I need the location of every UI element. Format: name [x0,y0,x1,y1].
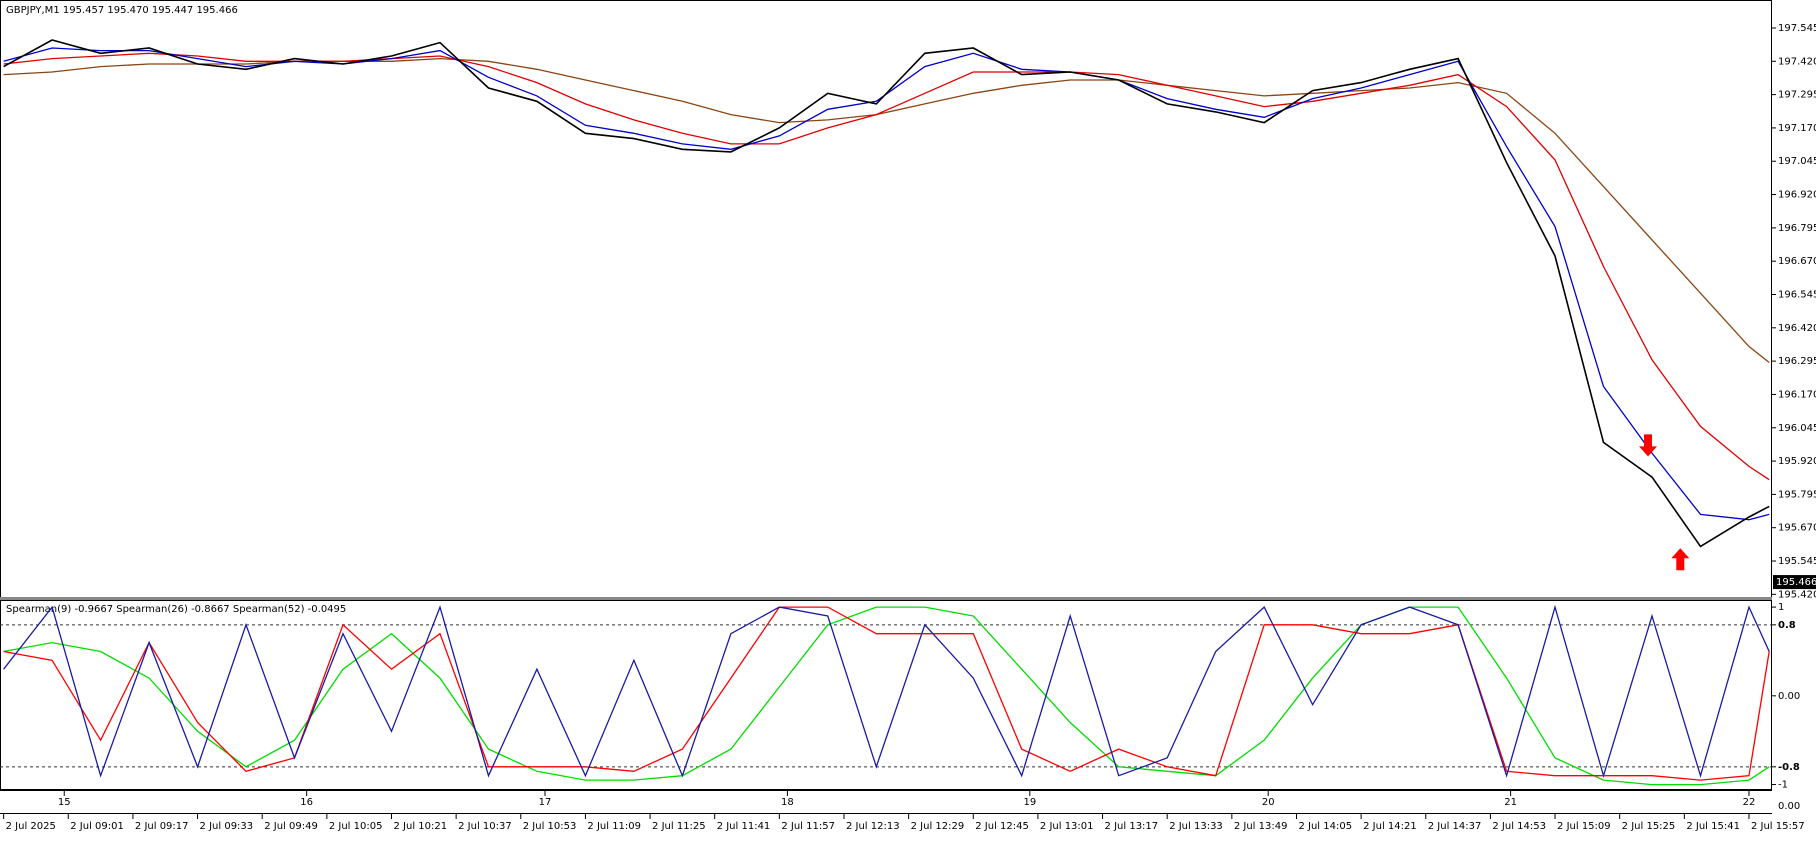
series-line [3,47,1770,521]
y-tick-label: 196.170 [1778,389,1816,400]
x-tick-label: 2 Jul 13:17 [1105,821,1159,832]
x-tick-label: 2 Jul 12:45 [975,821,1029,832]
chart-header: GBPJPY,M1 195.457 195.470 195.447 195.46… [6,5,238,16]
x-tick-label: 2 Jul 09:17 [135,821,189,832]
day-tick-label: 19 [1023,797,1036,808]
y-tick-label: 195.545 [1778,556,1816,567]
y-tick-label: -1 [1778,780,1788,791]
x-tick-label: 2 Jul 15:41 [1686,821,1740,832]
y-tick-label: 1 [1778,602,1784,613]
series-line [3,604,1770,778]
x-tick-label: 2 Jul 14:37 [1428,821,1482,832]
y-tick-label: 196.295 [1778,356,1816,367]
x-tick-label: 2 Jul 13:33 [1169,821,1223,832]
y-tick-label: 197.545 [1778,23,1816,34]
y-tick-label: -0.8 [1778,762,1800,773]
day-tick-label: 22 [1743,797,1756,808]
y-tick-label: 196.545 [1778,290,1816,301]
last-price-label: 195.466 [1776,577,1816,588]
x-tick-label: 2 Jul 09:49 [264,821,318,832]
y-tick-label: 196.920 [1778,190,1816,201]
last-price-box [1773,575,1816,590]
y-tick-label: 196.045 [1778,423,1816,434]
y-tick-label: 0.8 [1778,620,1796,631]
y-tick-label: 195.920 [1778,456,1816,467]
y-tick-label: 197.420 [1778,56,1816,67]
x-tick-label: 2 Jul 10:53 [523,821,577,832]
y-tick-label: 197.170 [1778,123,1816,134]
y-tick-label: 195.670 [1778,523,1816,534]
y-tick-label: 197.045 [1778,156,1816,167]
x-tick-label: 2 Jul 14:53 [1492,821,1546,832]
day-tick-label: 21 [1504,797,1517,808]
x-tick-label: 2 Jul 09:01 [70,821,124,832]
x-tick-label: 2 Jul 15:57 [1751,821,1805,832]
x-tick-label: 2 Jul 15:09 [1557,821,1611,832]
x-tick-label: 2 Jul 14:21 [1363,821,1417,832]
x-tick-label: 2 Jul 12:13 [846,821,900,832]
x-tick-label: 2 Jul 11:57 [781,821,835,832]
series-line [3,39,1770,548]
y-tick-label: 196.670 [1778,256,1816,267]
day-tick-label: 16 [300,797,313,808]
x-tick-label: 2 Jul 13:49 [1234,821,1288,832]
signal-arrow [1671,548,1690,571]
day-tick-label: 20 [1262,797,1275,808]
x-tick-label: 2 Jul 15:25 [1622,821,1676,832]
x-tick-label: 2 Jul 10:05 [329,821,383,832]
x-tick-label: 2 Jul 12:29 [911,821,965,832]
day-tick-label: 18 [781,797,794,808]
x-tick-label: 2 Jul 2025 [6,821,56,832]
x-tick-label: 2 Jul 11:25 [652,821,706,832]
x-tick-label: 2 Jul 13:01 [1040,821,1094,832]
day-tick-label: 15 [58,797,71,808]
y-tick-label: 197.295 [1778,90,1816,101]
y-tick-label: 196.420 [1778,323,1816,334]
x-tick-label: 2 Jul 10:37 [458,821,512,832]
day-axis-label: 0.00 [1778,801,1800,812]
x-tick-label: 2 Jul 10:21 [393,821,447,832]
signal-arrow [1639,434,1657,457]
y-tick-label: 195.795 [1778,489,1816,500]
y-tick-label: 196.795 [1778,223,1816,234]
day-tick-label: 17 [539,797,552,808]
indicator-header: Spearman(9) -0.9667 Spearman(26) -0.8667… [6,604,346,615]
x-tick-label: 2 Jul 09:33 [200,821,254,832]
x-tick-label: 2 Jul 11:09 [587,821,641,832]
series-line [3,606,1770,786]
pane-separator [0,597,1772,600]
y-tick-label: 0.00 [1778,691,1800,702]
x-tick-label: 2 Jul 14:05 [1298,821,1352,832]
y-tick-label: 195.420 [1778,589,1816,600]
indicator-pane-frame [0,600,1772,790]
x-tick-label: 2 Jul 11:41 [717,821,771,832]
